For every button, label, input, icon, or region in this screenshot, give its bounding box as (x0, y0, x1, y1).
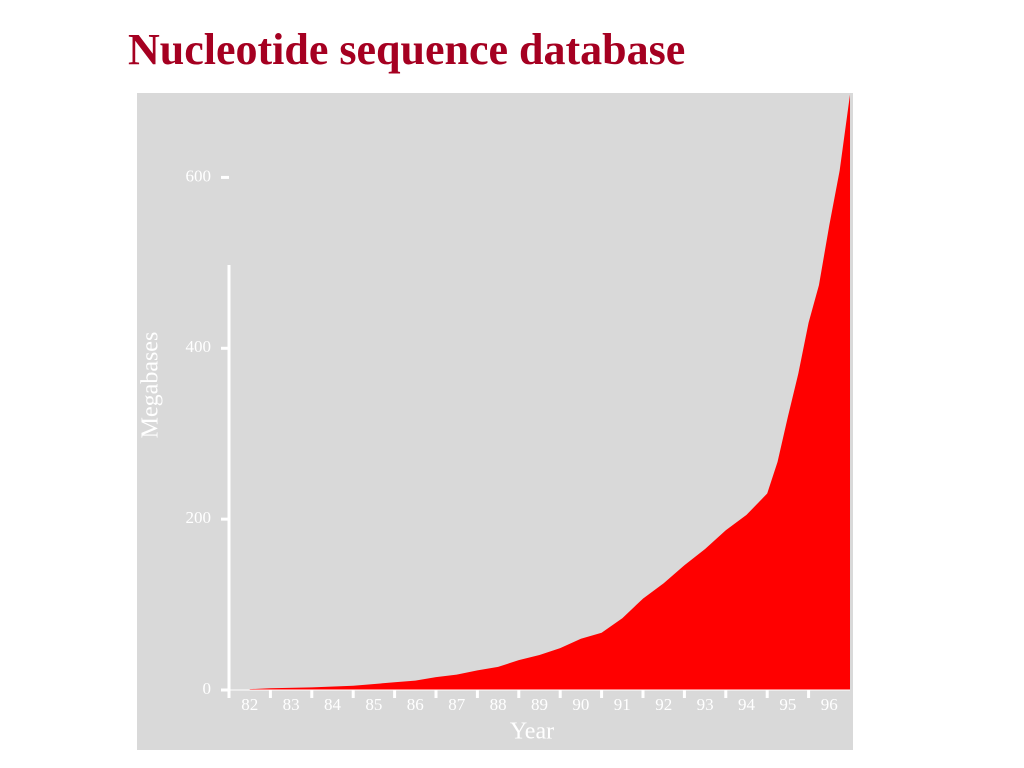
x-tick-label: 95 (779, 695, 796, 714)
y-tick-label: 200 (186, 508, 212, 527)
x-tick-label: 85 (365, 695, 382, 714)
x-tick-label: 88 (490, 695, 507, 714)
x-tick-label: 91 (614, 695, 631, 714)
x-tick-label: 83 (283, 695, 300, 714)
y-tick-label: 0 (203, 679, 212, 698)
x-tick-label: 87 (448, 695, 466, 714)
y-tick-label: 400 (186, 337, 212, 356)
x-tick-label: 84 (324, 695, 342, 714)
x-tick-label: 94 (738, 695, 756, 714)
area (249, 94, 850, 690)
x-tick-label: 82 (241, 695, 258, 714)
x-tick-label: 90 (572, 695, 589, 714)
y-axis-label: Megabases (138, 332, 164, 439)
chart-title: Nucleotide sequence database (128, 25, 685, 74)
y-tick-label: 600 (186, 166, 212, 185)
x-tick-label: 93 (697, 695, 714, 714)
x-tick-label: 92 (655, 695, 672, 714)
x-tick-label: 89 (531, 695, 548, 714)
x-tick-label: 86 (407, 695, 424, 714)
x-axis-label: Year (510, 719, 554, 745)
x-tick-label: 96 (821, 695, 838, 714)
